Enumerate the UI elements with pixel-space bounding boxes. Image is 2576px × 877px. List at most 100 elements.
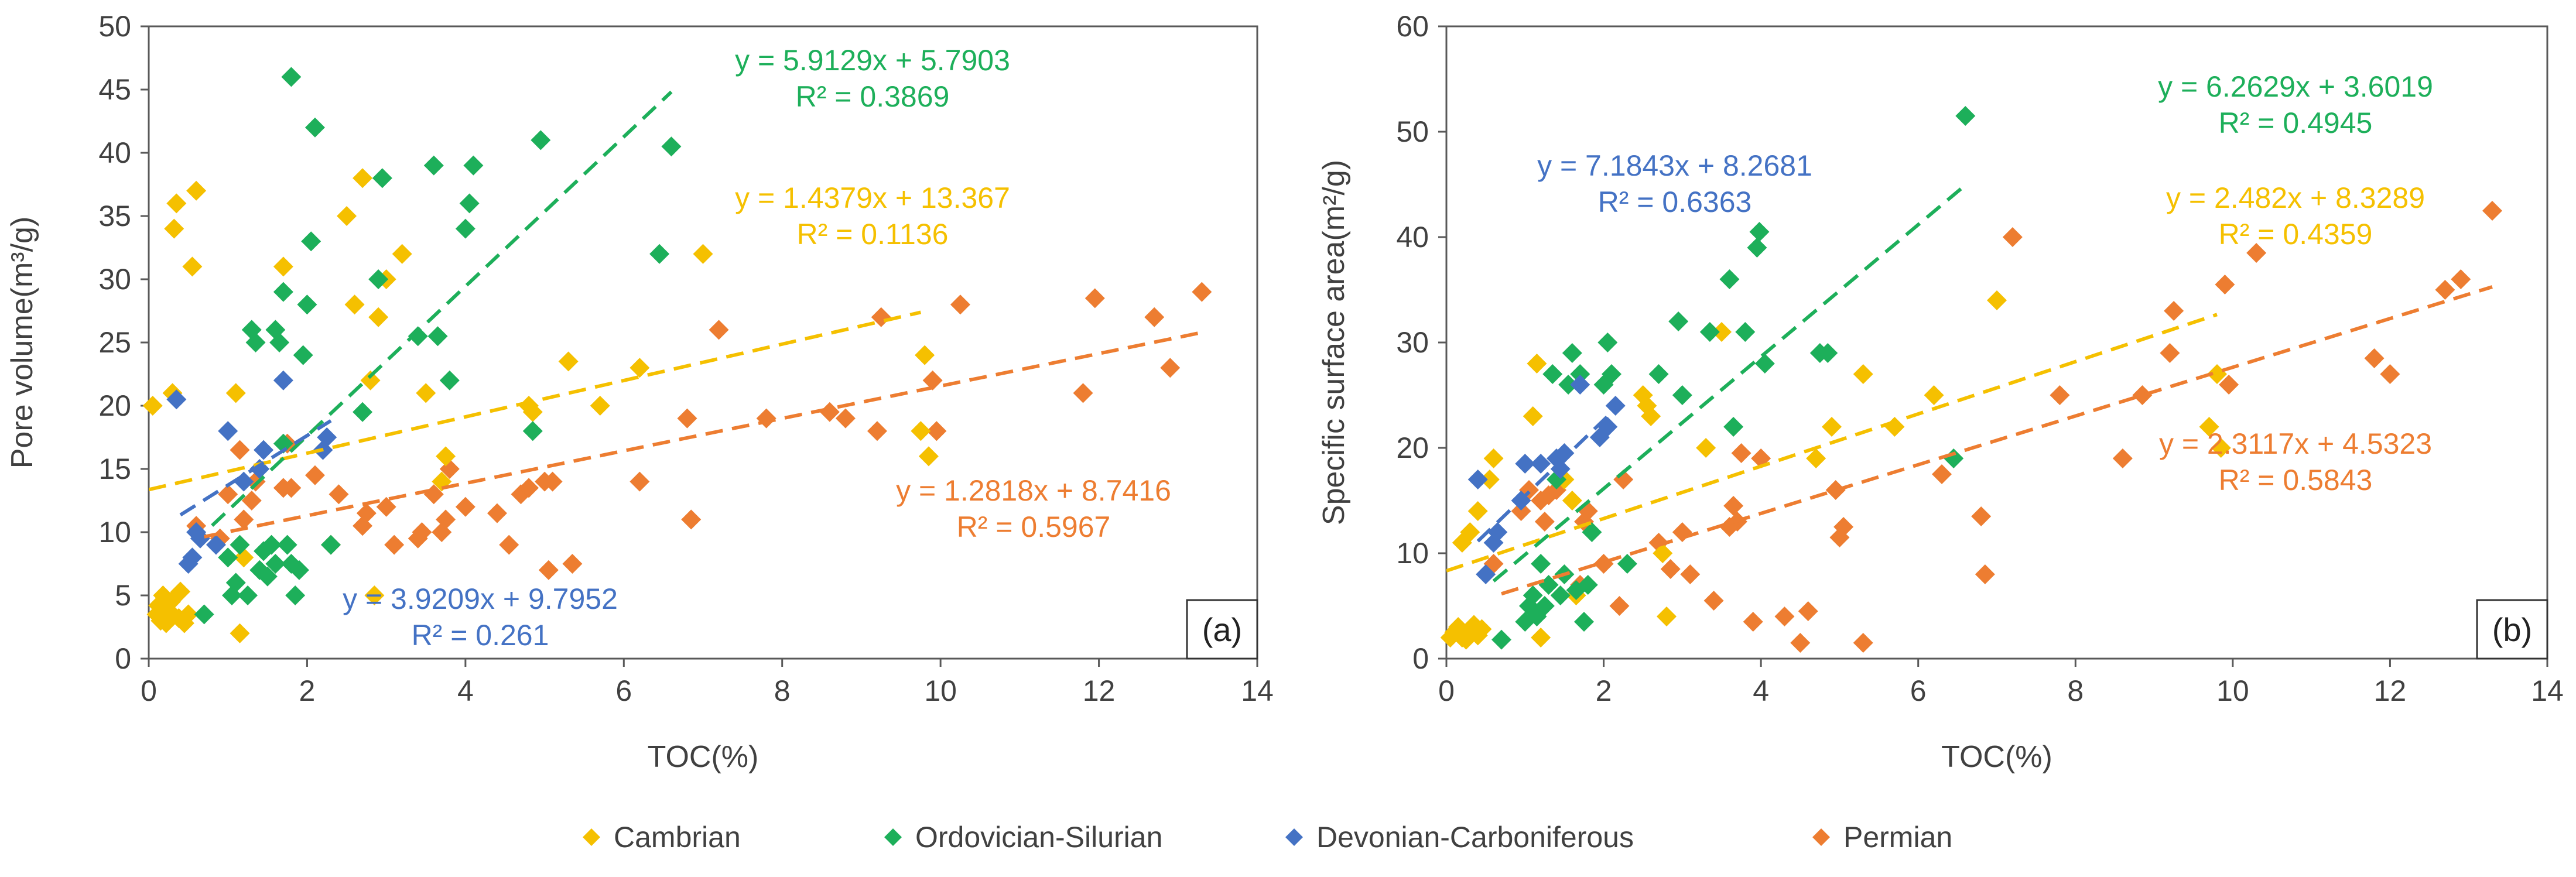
data-point — [926, 421, 947, 441]
data-point — [301, 231, 321, 252]
y-tick-label: 25 — [98, 326, 131, 359]
data-point — [2211, 438, 2231, 458]
data-point — [756, 408, 776, 429]
data-point — [455, 218, 475, 239]
data-point — [186, 180, 207, 201]
data-point — [649, 244, 670, 264]
legend-label: Devonian-Carboniferous — [1316, 821, 1634, 854]
data-point — [427, 326, 448, 347]
data-point — [911, 421, 931, 441]
x-tick-label: 12 — [1083, 674, 1116, 707]
data-point — [1483, 448, 1504, 468]
y-tick-label: 50 — [98, 10, 131, 43]
y-tick-label: 10 — [1396, 537, 1429, 570]
data-point — [950, 294, 970, 315]
data-point — [1160, 358, 1181, 378]
y-tick-label: 10 — [98, 516, 131, 549]
y-tick-label: 40 — [1396, 221, 1429, 253]
data-point — [194, 604, 214, 625]
data-point — [558, 351, 579, 372]
data-point — [1749, 222, 1770, 242]
data-point — [819, 402, 840, 422]
data-point — [2160, 343, 2180, 363]
chart-panel-a: 0 2 4 6 8 10 12 14 0 5 10 15 20 25 30 35 40 45 50 TOC(%) Por… — [5, 10, 1274, 774]
data-point — [499, 535, 519, 555]
trendline-r2: R² = 0.3869 — [796, 80, 950, 113]
trendline-r2: R² = 0.261 — [412, 619, 549, 652]
data-point — [1562, 343, 1582, 363]
data-point — [273, 370, 293, 390]
panel-label: (b) — [2492, 611, 2532, 648]
x-tick-label: 10 — [2216, 674, 2249, 707]
data-point — [1641, 406, 1661, 426]
x-tick-label: 14 — [1241, 674, 1274, 707]
data-point — [1531, 454, 1551, 474]
data-point — [1527, 354, 1547, 374]
data-point — [1731, 443, 1751, 463]
data-point — [1472, 619, 1492, 639]
data-point — [835, 408, 856, 429]
data-point — [1853, 364, 1873, 384]
data-point — [1574, 612, 1594, 632]
data-point — [230, 535, 250, 555]
data-point — [273, 282, 293, 302]
data-point — [1605, 396, 1626, 416]
data-point — [439, 370, 460, 390]
data-point — [297, 294, 317, 315]
trendline-r2: R² = 0.1136 — [797, 218, 949, 251]
data-point — [182, 547, 203, 568]
data-point — [1534, 512, 1555, 532]
legend-marker — [583, 828, 600, 846]
data-point — [344, 294, 365, 315]
trendline-devonian-carboniferous — [1476, 403, 1621, 543]
data-point — [293, 345, 313, 365]
x-tick-label: 0 — [1438, 674, 1455, 707]
data-point — [1602, 364, 1621, 384]
data-point — [238, 585, 258, 605]
legend: Cambrian Ordovician-Silurian Devonian-Carb… — [583, 821, 1952, 854]
data-point — [1699, 322, 1720, 342]
data-point — [225, 573, 246, 593]
data-point — [1790, 633, 1811, 653]
data-point — [142, 396, 163, 416]
trendline-equation: y = 3.9209x + 9.7952 — [343, 583, 618, 615]
data-point — [677, 408, 697, 429]
data-point — [1570, 364, 1590, 384]
data-point — [1491, 629, 1511, 650]
data-point — [364, 585, 385, 605]
data-point — [273, 433, 293, 454]
series-devonian-carboniferous — [1467, 375, 1626, 584]
y-tick-label: 30 — [1396, 326, 1429, 359]
data-point — [281, 554, 302, 574]
data-point — [1515, 454, 1535, 474]
data-point — [2112, 448, 2133, 468]
data-point — [1723, 496, 1744, 516]
data-point — [2132, 385, 2153, 405]
data-point — [1719, 269, 1740, 289]
data-point — [170, 581, 191, 602]
data-point — [1648, 364, 1669, 384]
data-point — [709, 320, 729, 340]
data-points — [142, 67, 1212, 643]
trendline-equation: y = 6.2629x + 3.6019 — [2158, 70, 2433, 103]
x-tick-label: 8 — [2067, 674, 2084, 707]
data-point — [2380, 364, 2400, 384]
data-point — [1578, 575, 1598, 595]
trendline-r2: R² = 0.4945 — [2219, 107, 2373, 139]
data-point — [436, 509, 456, 530]
data-point — [1668, 311, 1689, 331]
legend-item: Devonian-Carboniferous — [1285, 821, 1634, 854]
y-tick-label: 0 — [115, 642, 131, 675]
data-point — [384, 535, 405, 555]
data-point — [1609, 596, 1630, 616]
data-point — [1617, 554, 1637, 574]
x-tick-label: 8 — [774, 674, 791, 707]
data-point — [230, 440, 250, 460]
data-point — [166, 193, 187, 214]
legend-item: Ordovician-Silurian — [884, 821, 1162, 854]
data-point — [225, 383, 246, 403]
data-point — [1747, 238, 1767, 258]
data-point — [1660, 559, 1681, 579]
data-point — [218, 547, 238, 568]
data-point — [1754, 354, 1775, 374]
